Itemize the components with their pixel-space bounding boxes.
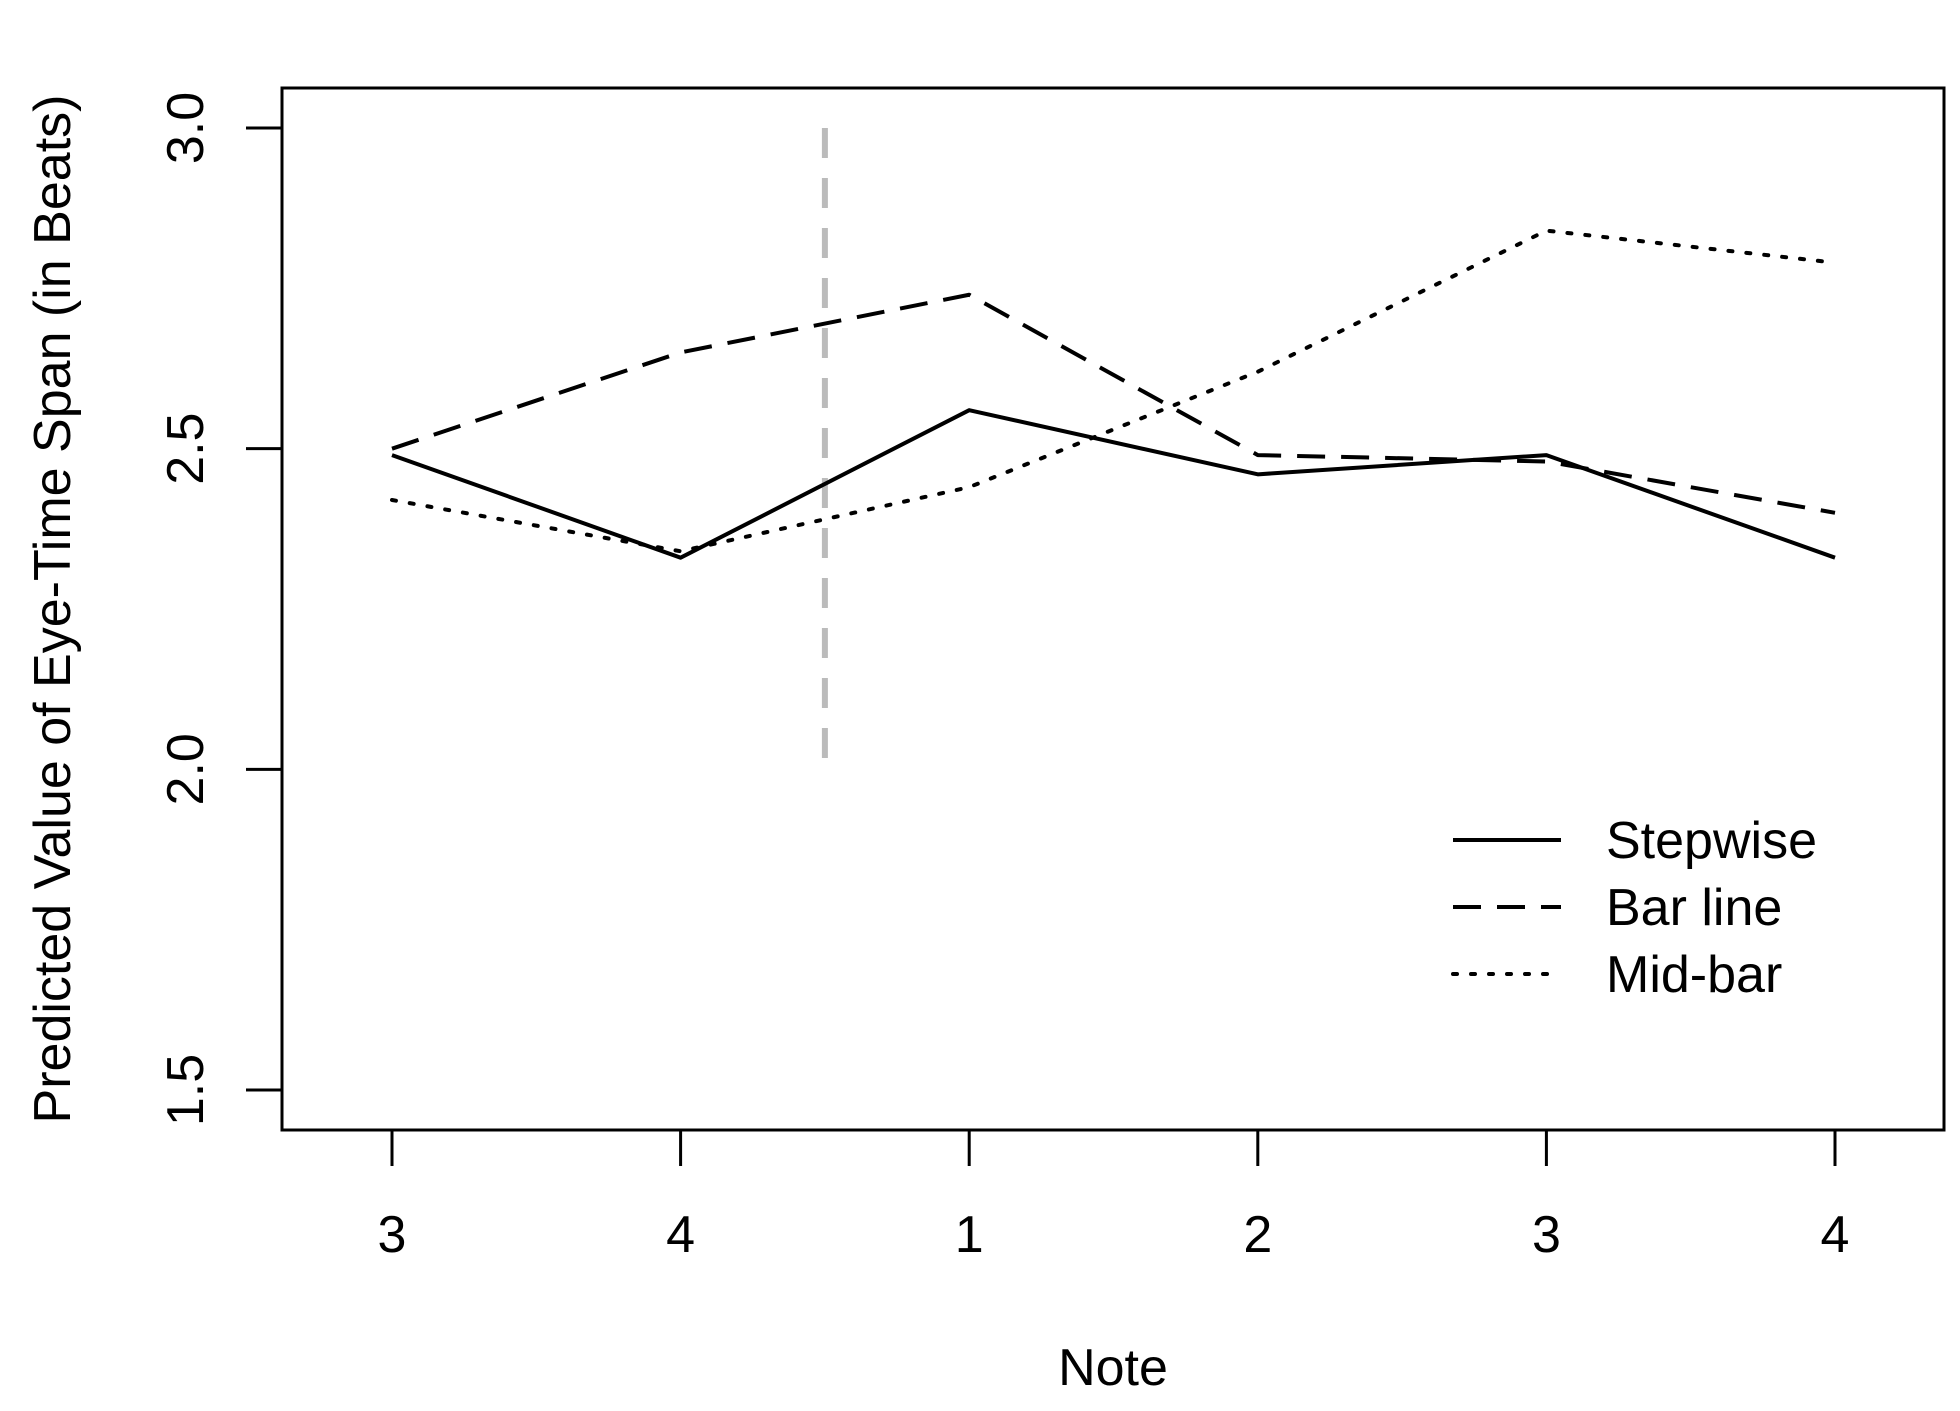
y-tick-label: 2.5	[157, 413, 215, 485]
y-axis-title: Predicted Value of Eye-Time Span (in Bea…	[24, 95, 82, 1124]
legend-label: Mid-bar	[1606, 946, 1782, 1004]
series-line-bar-line	[391, 292, 1836, 515]
x-tick-label: 4	[1821, 1206, 1850, 1264]
x-axis: 3 4 1 2 3 4	[378, 1130, 1850, 1264]
x-tick-label: 1	[955, 1206, 984, 1264]
series-line-mid-bar	[390, 228, 1837, 554]
plot-frame	[280, 86, 1946, 1132]
y-tick-label: 3.0	[157, 92, 215, 164]
series-line-stepwise	[391, 408, 1836, 560]
legend-label: Bar line	[1606, 879, 1782, 937]
x-tick-label: 4	[666, 1206, 695, 1264]
x-tick-label: 3	[1532, 1206, 1561, 1264]
y-tick-label: 2.0	[157, 733, 215, 805]
y-axis: 1.5 2.0 2.5 3.0	[157, 92, 282, 1126]
x-axis-title: Note	[1058, 1339, 1168, 1397]
legend-label: Stepwise	[1606, 812, 1817, 870]
series-layer	[390, 228, 1837, 560]
x-tick-label: 2	[1243, 1206, 1272, 1264]
legend: Stepwise Bar line Mid-bar	[1451, 812, 1817, 1004]
y-tick-label: 1.5	[157, 1054, 215, 1126]
x-tick-label: 3	[378, 1206, 407, 1264]
